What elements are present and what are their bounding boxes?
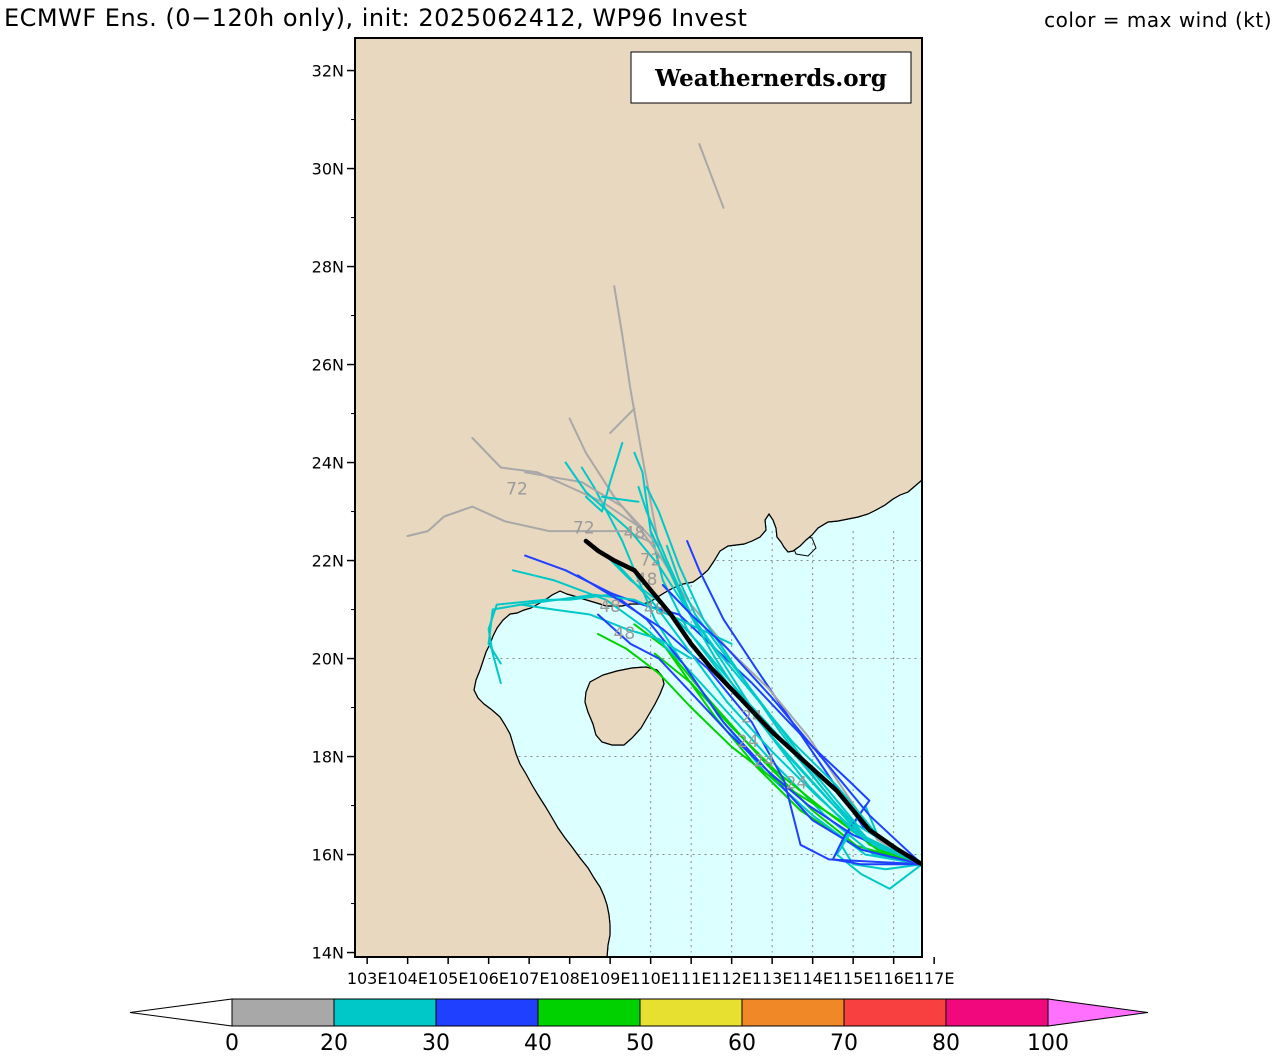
colorbar-tick-label: 70 <box>830 1031 858 1056</box>
hour-label: 24 <box>786 773 808 793</box>
lat-label: 20N <box>312 650 344 669</box>
ensemble-track <box>835 834 922 890</box>
lon-label: 113E <box>752 969 793 988</box>
wind-colorbar: 0 20 30 40 50 60 70 80 100 <box>129 998 1149 1056</box>
hour-label: 48 <box>599 597 621 617</box>
hour-label: 24 <box>737 732 759 752</box>
lon-label: 115E <box>833 969 874 988</box>
colorbar-tick-label: 80 <box>932 1031 960 1056</box>
ensemble-mean-track <box>583 538 922 867</box>
ensemble-track <box>661 584 922 866</box>
lon-label: 111E <box>671 969 712 988</box>
colorbar-tick-label: 40 <box>524 1031 552 1056</box>
hour-label: 48 <box>614 624 636 644</box>
lat-label: 26N <box>312 356 344 375</box>
colorbar-segment <box>741 998 845 1027</box>
colorbar-tick-label: 30 <box>422 1031 450 1056</box>
lat-label: 28N <box>312 258 344 277</box>
lon-label: 114E <box>792 969 833 988</box>
colorbar-segment <box>435 998 539 1027</box>
ensemble-track <box>520 603 693 660</box>
map-frame <box>354 37 923 958</box>
ensemble-track <box>609 407 636 435</box>
lat-label: 32N <box>312 62 344 81</box>
hour-label: 72 <box>506 479 528 499</box>
lat-label: 16N <box>312 846 344 865</box>
hour-label: 48 <box>624 524 646 544</box>
land-mass-overlay <box>355 38 922 957</box>
colorbar-tick-label: 60 <box>728 1031 756 1056</box>
ensemble-track <box>601 495 640 503</box>
lon-label: 107E <box>509 969 550 988</box>
ensemble-track <box>597 613 922 866</box>
ensemble-track <box>613 285 660 547</box>
lon-label: 116E <box>873 969 914 988</box>
hour-label: 24 <box>753 751 775 771</box>
hour-label: 72 <box>640 550 662 570</box>
color-legend-caption: color = max wind (kt) <box>1044 8 1272 32</box>
lat-label: 22N <box>312 552 344 571</box>
hour-label: 24 <box>741 707 763 727</box>
colorbar-tick-label: 50 <box>626 1031 654 1056</box>
colorbar-segment <box>843 998 947 1027</box>
ensemble-track <box>698 143 725 209</box>
ensemble-track <box>406 505 660 547</box>
colorbar-over <box>1047 998 1149 1027</box>
colorbar-segment <box>333 998 437 1027</box>
colorbar-tick-label: 20 <box>320 1031 348 1056</box>
colorbar-under <box>129 998 233 1027</box>
lon-label: 105E <box>428 969 469 988</box>
colorbar-segment <box>945 998 1049 1027</box>
watermark: Weathernerds.org <box>630 51 912 104</box>
map-title: ECMWF Ens. (0−120h only), init: 20250624… <box>4 4 748 32</box>
hainan-island-overlay <box>584 666 665 746</box>
watermark-text: Weathernerds.org <box>654 65 887 92</box>
ensemble-track <box>576 574 922 866</box>
ensemble-track <box>653 652 922 866</box>
colorbar-segment <box>537 998 641 1027</box>
lat-label: 24N <box>312 454 344 473</box>
ensemble-track <box>487 593 612 684</box>
lat-label: 18N <box>312 748 344 767</box>
hour-label: 72 <box>573 519 595 539</box>
lat-label: 14N <box>312 944 344 963</box>
ensemble-track <box>564 461 922 866</box>
lon-label: 117E <box>914 969 955 988</box>
ensemble-track <box>645 486 922 866</box>
lon-label: 109E <box>590 969 631 988</box>
lon-label: 110E <box>630 969 671 988</box>
lon-label: 103E <box>347 969 388 988</box>
colorbar-tick-label: 100 <box>1027 1031 1069 1056</box>
ensemble-track <box>471 437 640 528</box>
colorbar-segment <box>231 998 335 1027</box>
lon-label: 106E <box>468 969 509 988</box>
lat-label: 30N <box>312 160 344 179</box>
colorbar-tick-label: 0 <box>225 1031 239 1056</box>
colorbar-segment <box>639 998 743 1027</box>
lon-label: 108E <box>549 969 590 988</box>
lon-label: 112E <box>711 969 752 988</box>
ensemble-tracks <box>406 143 922 890</box>
ensemble-track <box>592 544 922 866</box>
lon-label: 104E <box>387 969 428 988</box>
